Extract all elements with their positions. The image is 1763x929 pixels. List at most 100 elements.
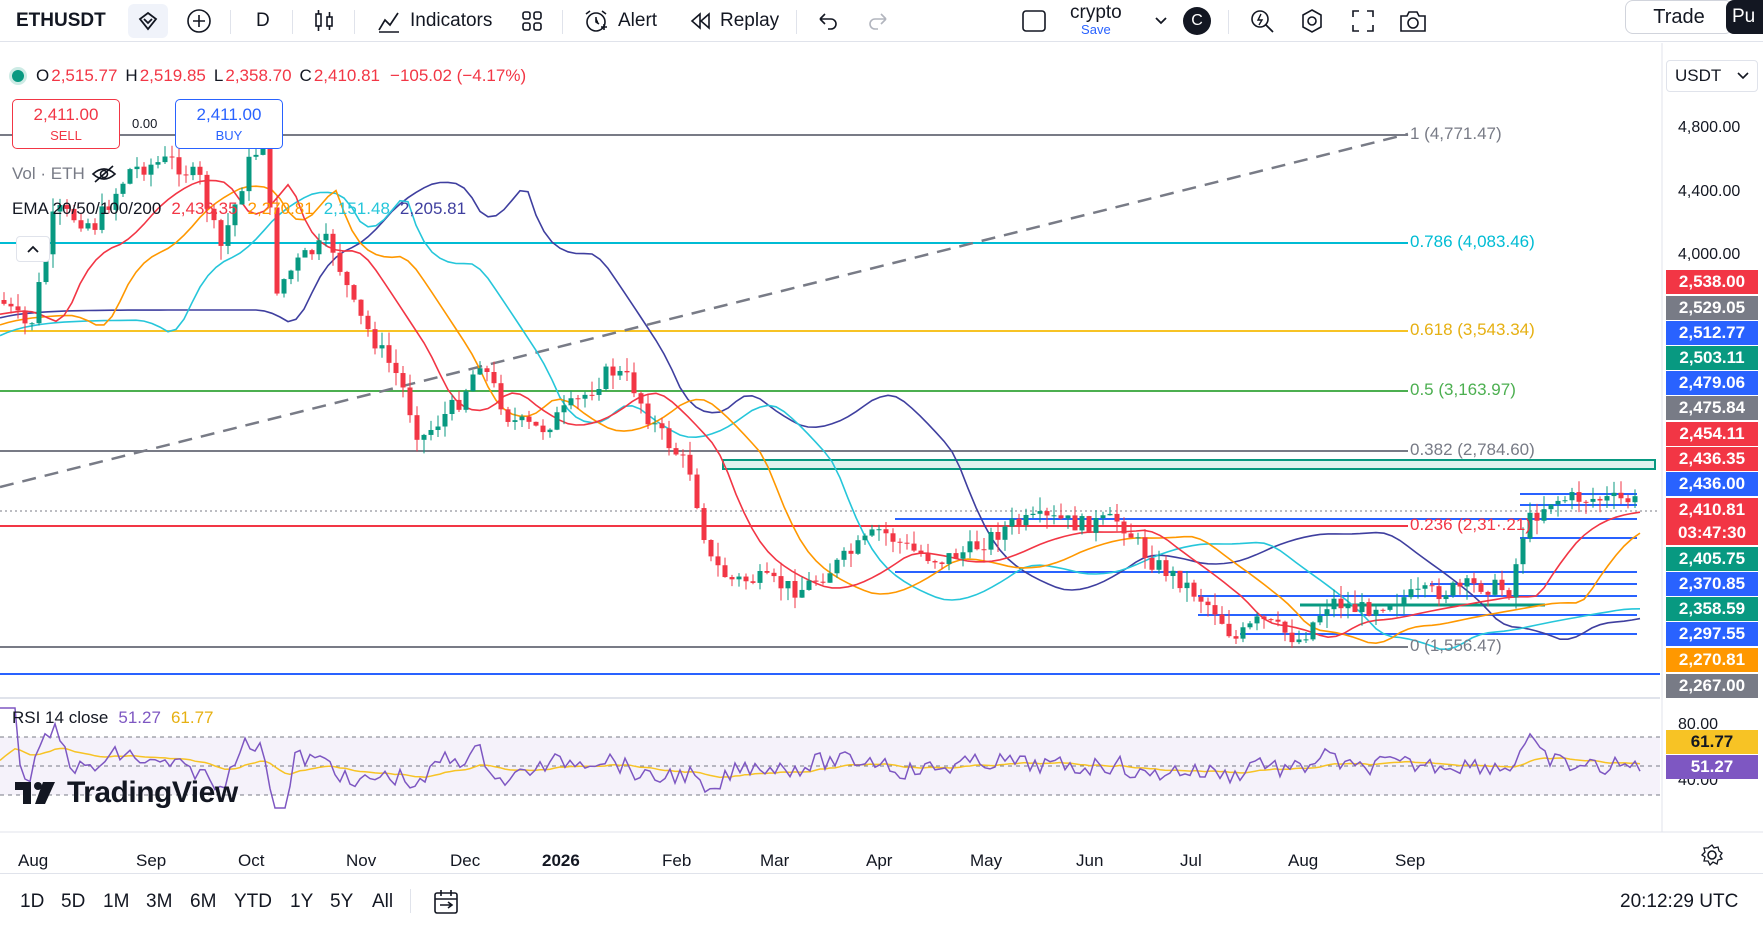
candle-body [694,474,700,509]
candle-body [225,225,231,246]
range-button-all[interactable]: All [372,890,394,912]
price-axis-label: 2,410.81 [1666,498,1758,522]
range-button-5d[interactable]: 5D [61,890,86,912]
range-button-1m[interactable]: 1M [103,890,130,912]
candle-body [1485,591,1491,595]
candle-body [1114,513,1120,522]
candles-icon [315,10,333,31]
volume-legend[interactable]: Vol · ETH [12,164,117,184]
candle-body [715,556,721,566]
candle-body [743,576,749,582]
settings-button[interactable] [1298,0,1326,42]
layout-dropdown[interactable] [1154,0,1168,42]
zone-rectangle[interactable] [722,459,1656,470]
candle-body [1212,605,1218,615]
ema-20-line [0,179,1641,639]
layout-menu[interactable]: crypto Save [1070,0,1122,42]
range-button-1y[interactable]: 1Y [290,890,314,912]
range-button-3m[interactable]: 3M [146,890,173,912]
range-button-5y[interactable]: 5Y [330,890,354,912]
candle-body [1576,492,1582,502]
trend-line[interactable] [0,132,1409,489]
range-button-6m[interactable]: 6M [190,890,217,912]
candle-body [1205,601,1211,606]
date-range-button[interactable] [432,874,460,929]
candle-body [1534,512,1540,521]
buy-price: 2,411.00 [196,105,262,124]
range-button-ytd[interactable]: YTD [234,890,272,912]
time-tick: Aug [18,851,49,870]
price-axis-label: 2,454.11 [1666,422,1758,446]
currency-selector[interactable]: USDT [1666,60,1758,92]
undo-button[interactable] [816,0,840,42]
price-axis-label: 2,297.55 [1666,622,1758,646]
candle-body [1450,582,1456,596]
sell-label: SELL [50,128,82,143]
candle-body [302,250,308,258]
candle-body [1156,560,1162,570]
redo-button[interactable] [866,0,890,42]
publish-button[interactable]: Pu [1726,0,1763,34]
fullscreen-button[interactable] [1350,0,1376,42]
candle-body [1226,623,1232,637]
candle-body [1555,500,1561,505]
layout-square-button[interactable] [1020,0,1048,42]
time-tick: May [970,851,1003,870]
candle-body [1415,588,1421,590]
fib-label-0786: 0.786 (4,083.46) [1410,232,1535,251]
candle-body [1051,515,1057,517]
buy-button[interactable]: 2,411.00 BUY [175,99,283,149]
symbol-name[interactable]: ETHUSDT [16,10,106,31]
range-button-1d[interactable]: 1D [20,890,45,912]
quick-search-button[interactable] [1248,0,1276,42]
ema-200-value: 2,205.81 [399,199,467,218]
price-chart[interactable] [0,43,1763,873]
avatar[interactable]: C [1183,0,1211,42]
candle-body [1044,511,1050,516]
time-axis-settings-button[interactable] [1700,843,1724,872]
rsi-legend[interactable]: RSI 14 close 51.27 61.77 [12,708,213,728]
templates-button[interactable] [520,0,544,42]
divider [562,10,563,34]
rsi-ma-axis-label: 61.77 [1666,730,1758,754]
candle-body [1142,537,1148,558]
candle-body [932,561,938,563]
candle-body [750,581,756,583]
price-axis-label: 2,436.00 [1666,472,1758,496]
sell-button[interactable]: 2,411.00 SELL [12,99,120,149]
candle-body [323,233,329,241]
tradingview-logo[interactable]: TradingView [15,776,238,810]
alert-button[interactable]: Alert [582,0,657,42]
compare-symbol-button[interactable] [128,4,168,38]
ema-50-value: 2,270.81 [247,199,314,218]
support-resistance-rays[interactable] [895,493,1637,635]
trade-button[interactable]: Trade [1625,0,1733,34]
candle-body [729,577,735,580]
candle-body [505,409,511,422]
snapshot-button[interactable] [1398,0,1428,42]
candle-body [736,576,742,580]
candle-body [1296,639,1302,643]
replay-button[interactable]: Replay [688,0,779,42]
candle-body [176,157,182,175]
candle-body [1198,596,1204,602]
interval-button[interactable]: D [256,0,270,42]
clock[interactable]: 20:12:29 UTC [1620,874,1738,929]
candle-body [596,389,602,395]
candle-body [792,581,798,598]
open-value: 2,515.77 [51,66,118,85]
ema-legend[interactable]: EMA 20/50/100/200 2,436.35 2,270.81 2,15… [12,199,466,219]
candle-body [813,580,819,582]
candle-body [589,394,595,396]
symbol-search[interactable]: ETHUSDT [16,0,106,42]
ohlc-legend: O 2,515.77 H 2,519.85 L 2,358.70 C 2,410.81 … [12,66,526,86]
candle-body [1016,518,1022,526]
collapse-legend-button[interactable] [16,236,50,262]
chart-type-button[interactable] [312,0,336,42]
eye-hidden-icon[interactable] [91,164,117,184]
add-symbol-button[interactable] [186,0,212,42]
indicators-button[interactable]: Indicators [376,0,492,42]
rsi-label: RSI 14 close [12,708,109,727]
ema-20-value: 2,436.35 [171,199,238,218]
candle-body [8,303,14,307]
